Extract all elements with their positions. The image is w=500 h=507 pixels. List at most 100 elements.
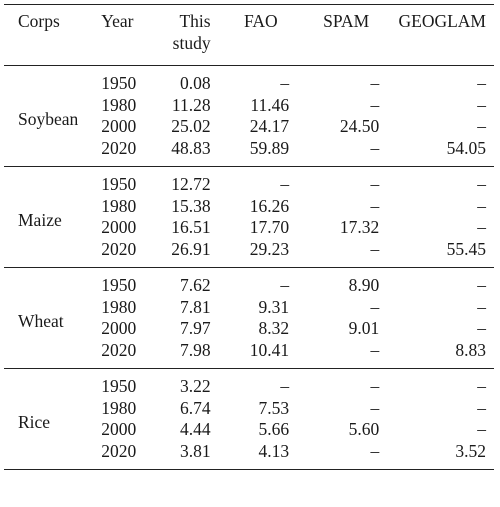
fao-cell: 8.32: [258, 318, 290, 338]
header-geoglam: GEOGLAM: [398, 11, 487, 31]
crop-comparison-table: Corps Year This study FAO SPAM GEOGLAM S…: [4, 4, 494, 470]
fao-cell: –: [280, 174, 290, 194]
geoglam-cell: –: [477, 275, 486, 295]
crop-group-wheat: Wheat 1950 7.62 – 8.90 – 1980 7.81 9.31 …: [4, 267, 494, 369]
geoglam-cell: –: [477, 318, 486, 338]
table-row: Wheat 1950 7.62 – 8.90 –: [4, 267, 494, 331]
this-study-cell: 3.81: [179, 440, 211, 461]
geoglam-cell: 8.83: [455, 339, 486, 360]
year-cell: 1980: [101, 94, 137, 115]
year-cell: 2020: [101, 137, 137, 158]
header-spam: SPAM: [323, 11, 370, 31]
crop-name: Maize: [18, 209, 62, 230]
geoglam-cell: –: [477, 174, 486, 194]
fao-cell: 17.70: [249, 217, 290, 237]
fao-cell: 59.89: [249, 137, 290, 158]
geoglam-cell: –: [477, 376, 486, 396]
crop-name: Rice: [18, 411, 51, 432]
this-study-cell: 7.81: [179, 296, 211, 317]
spam-cell: –: [370, 94, 380, 115]
year-cell: 1950: [101, 376, 137, 396]
geoglam-cell: –: [477, 419, 486, 439]
year-cell: 2000: [101, 419, 137, 439]
crop-group-maize: Maize 1950 12.72 – – – 1980 15.38 16.26 …: [4, 166, 494, 268]
this-study-cell: 4.44: [179, 419, 211, 439]
data-table-container: Corps Year This study FAO SPAM GEOGLAM S…: [4, 4, 494, 470]
year-cell: 1980: [101, 296, 137, 317]
spam-cell: –: [370, 238, 380, 259]
header-year: Year: [101, 11, 134, 31]
this-study-cell: 11.28: [171, 94, 211, 115]
year-cell: 2020: [101, 440, 137, 461]
geoglam-cell: –: [477, 296, 486, 317]
spam-cell: 24.50: [339, 116, 380, 136]
fao-cell: 5.66: [258, 419, 290, 439]
this-study-cell: 16.51: [171, 217, 211, 237]
fao-cell: –: [280, 376, 290, 396]
geoglam-cell: 54.05: [446, 137, 486, 158]
year-cell: 1950: [101, 275, 137, 295]
table-row: 2020 26.91 29.23 – 55.45: [4, 239, 494, 268]
spam-cell: –: [370, 339, 380, 360]
fao-cell: 7.53: [258, 397, 290, 418]
crop-group-rice: Rice 1950 3.22 – – – 1980 6.74 7.53 – – …: [4, 368, 494, 470]
geoglam-cell: –: [477, 195, 486, 216]
geoglam-cell: –: [477, 94, 486, 115]
table-header: Corps Year This study FAO SPAM GEOGLAM: [4, 4, 494, 66]
table-row: Rice 1950 3.22 – – –: [4, 368, 494, 432]
this-study-cell: 25.02: [171, 116, 211, 136]
this-study-cell: 7.98: [179, 339, 211, 360]
table-row: Soybean 1950 0.08 – – –: [4, 65, 494, 129]
fao-cell: 4.13: [258, 440, 290, 461]
this-study-cell: 26.91: [171, 238, 211, 259]
header-crop: Corps: [18, 11, 60, 31]
table-row: 2000 25.02 24.17 24.50 –: [4, 116, 494, 138]
fao-cell: 9.31: [258, 296, 290, 317]
crop-group-soybean: Soybean 1950 0.08 – – – 1980 11.28 11.46…: [4, 65, 494, 167]
year-cell: 1980: [101, 397, 137, 418]
year-cell: 1980: [101, 195, 137, 216]
table-row: 2000 7.97 8.32 9.01 –: [4, 318, 494, 340]
header-fao: FAO: [243, 11, 278, 31]
fao-cell: 16.26: [249, 195, 290, 216]
crop-name: Soybean: [18, 108, 79, 129]
table-row: 1980 7.81 9.31 – –: [4, 297, 494, 319]
this-study-cell: 48.83: [171, 137, 211, 158]
this-study-cell: 3.22: [179, 376, 211, 396]
spam-cell: –: [370, 195, 380, 216]
table-row: 2020 3.81 4.13 – 3.52: [4, 441, 494, 470]
table-row: 2020 48.83 59.89 – 54.05: [4, 138, 494, 167]
this-study-cell: 0.08: [179, 73, 211, 93]
fao-cell: –: [280, 275, 290, 295]
spam-cell: –: [370, 376, 380, 396]
table-row: 1980 15.38 16.26 – –: [4, 196, 494, 218]
year-cell: 2000: [101, 318, 137, 338]
table-row: 1980 11.28 11.46 – –: [4, 95, 494, 117]
fao-cell: 29.23: [249, 238, 290, 259]
year-cell: 2020: [101, 339, 137, 360]
geoglam-cell: –: [477, 116, 486, 136]
table-row: 2000 4.44 5.66 5.60 –: [4, 419, 494, 441]
table-row: 2020 7.98 10.41 – 8.83: [4, 340, 494, 369]
geoglam-cell: –: [477, 73, 486, 93]
crop-name: Wheat: [18, 310, 64, 331]
fao-cell: 11.46: [250, 94, 290, 115]
this-study-cell: 6.74: [179, 397, 211, 418]
this-study-cell: 7.97: [179, 318, 211, 338]
this-study-cell: 15.38: [171, 195, 211, 216]
this-study-cell: 7.62: [179, 275, 211, 295]
geoglam-cell: –: [477, 217, 486, 237]
this-study-cell: 12.72: [171, 174, 211, 194]
spam-cell: –: [370, 397, 380, 418]
fao-cell: 10.41: [249, 339, 290, 360]
spam-cell: –: [370, 296, 380, 317]
year-cell: 2000: [101, 116, 137, 136]
fao-cell: –: [280, 73, 290, 93]
year-cell: 1950: [101, 174, 137, 194]
spam-cell: –: [370, 137, 380, 158]
year-cell: 2000: [101, 217, 137, 237]
header-this-line2: study: [172, 32, 211, 53]
year-cell: 2020: [101, 238, 137, 259]
header-row: Corps Year This study FAO SPAM GEOGLAM: [4, 4, 494, 66]
spam-cell: –: [370, 174, 380, 194]
